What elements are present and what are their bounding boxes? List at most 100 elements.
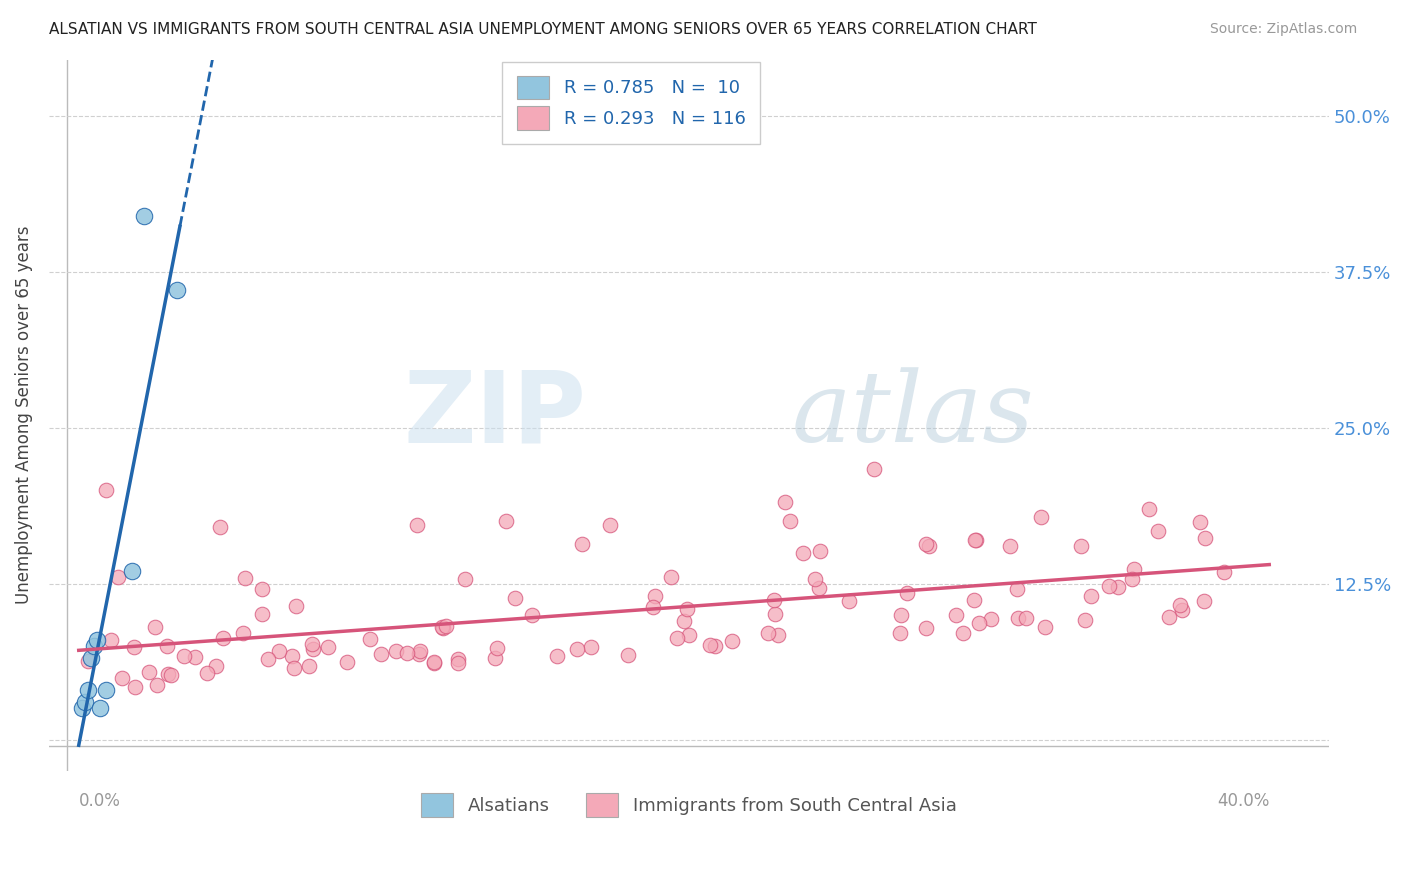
Point	[83, 639, 105, 653]
Point	[773, 495, 796, 509]
Point	[166, 284, 188, 298]
Text: Source: ZipAtlas.com: Source: ZipAtlas.com	[1209, 22, 1357, 37]
Point	[571, 537, 593, 551]
Point	[409, 644, 432, 658]
Point	[124, 680, 146, 694]
Point	[703, 639, 725, 653]
Point	[918, 539, 941, 553]
Point	[699, 638, 721, 652]
Point	[779, 514, 801, 528]
Point	[70, 701, 93, 715]
Point	[252, 607, 274, 621]
Point	[257, 652, 280, 666]
Point	[385, 644, 408, 658]
Point	[252, 582, 274, 597]
Y-axis label: Unemployment Among Seniors over 65 years: Unemployment Among Seniors over 65 years	[15, 226, 32, 605]
Point	[963, 533, 986, 547]
Point	[122, 640, 145, 654]
Point	[1171, 603, 1194, 617]
Point	[1007, 611, 1029, 625]
Point	[965, 533, 987, 547]
Point	[146, 678, 169, 692]
Point	[485, 640, 508, 655]
Point	[804, 573, 827, 587]
Point	[79, 651, 101, 665]
Point	[283, 660, 305, 674]
Point	[581, 640, 603, 654]
Point	[495, 514, 517, 528]
Point	[1007, 582, 1029, 597]
Point	[370, 647, 392, 661]
Point	[447, 652, 470, 666]
Point	[173, 649, 195, 664]
Point	[678, 628, 700, 642]
Point	[915, 621, 938, 635]
Point	[1213, 565, 1236, 579]
Point	[336, 655, 359, 669]
Point	[756, 625, 779, 640]
Point	[838, 593, 860, 607]
Point	[565, 641, 588, 656]
Text: ZIP: ZIP	[404, 367, 586, 464]
Legend: Alsatians, Immigrants from South Central Asia: Alsatians, Immigrants from South Central…	[412, 784, 966, 826]
Point	[945, 607, 967, 622]
Point	[138, 665, 160, 679]
Point	[359, 632, 381, 646]
Point	[1159, 610, 1181, 624]
Point	[1031, 510, 1053, 524]
Point	[432, 621, 454, 635]
Point	[1000, 539, 1022, 553]
Point	[156, 639, 179, 653]
Point	[808, 544, 831, 558]
Point	[316, 640, 339, 654]
Point	[484, 651, 506, 665]
Point	[302, 642, 325, 657]
Point	[157, 667, 180, 681]
Point	[967, 616, 990, 631]
Point	[676, 602, 699, 616]
Point	[1194, 531, 1216, 545]
Point	[269, 644, 291, 658]
Point	[1121, 572, 1143, 586]
Point	[1073, 613, 1095, 627]
Point	[1035, 620, 1057, 634]
Point	[434, 618, 457, 632]
Point	[766, 628, 789, 642]
Point	[963, 593, 986, 607]
Point	[762, 593, 785, 607]
Point	[160, 667, 183, 681]
Point	[896, 586, 918, 600]
Point	[599, 518, 621, 533]
Point	[1147, 524, 1170, 538]
Point	[1080, 590, 1102, 604]
Text: 0.0%: 0.0%	[79, 792, 121, 810]
Point	[447, 656, 470, 670]
Point	[184, 650, 207, 665]
Point	[1137, 501, 1160, 516]
Point	[297, 659, 319, 673]
Point	[454, 572, 477, 586]
Point	[423, 656, 446, 670]
Point	[666, 631, 689, 645]
Point	[301, 637, 323, 651]
Point	[1098, 579, 1121, 593]
Point	[94, 682, 117, 697]
Point	[1123, 562, 1146, 576]
Point	[914, 537, 936, 551]
Point	[110, 672, 132, 686]
Point	[807, 581, 830, 595]
Point	[212, 631, 235, 645]
Point	[792, 546, 814, 560]
Text: atlas: atlas	[792, 368, 1033, 463]
Point	[86, 632, 108, 647]
Point	[94, 483, 117, 497]
Point	[430, 620, 453, 634]
Point	[1107, 580, 1129, 594]
Point	[134, 209, 156, 223]
Point	[520, 607, 543, 622]
Point	[659, 570, 682, 584]
Point	[406, 518, 429, 533]
Point	[232, 625, 254, 640]
Point	[77, 654, 100, 668]
Point	[195, 665, 218, 680]
